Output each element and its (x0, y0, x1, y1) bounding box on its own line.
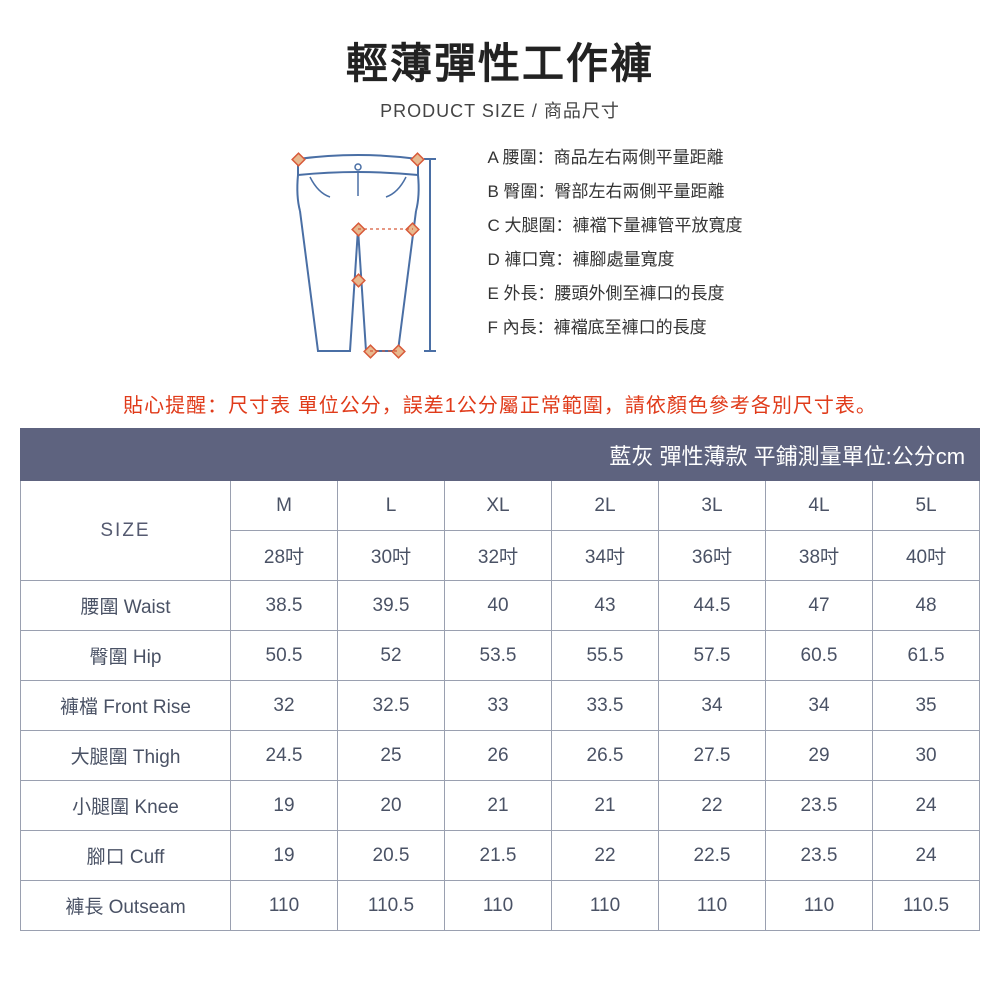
table-row: 褲長 Outseam110110.5110110110110110.5 (21, 881, 980, 931)
value-cell: 52 (338, 631, 445, 681)
legend-item: C 大腿圍：褲襠下量褲管平放寬度 (488, 209, 743, 243)
row-label: 臀圍 Hip (21, 631, 231, 681)
value-cell: 110 (552, 881, 659, 931)
table-banner: 藍灰 彈性薄款 平鋪測量單位:公分cm (21, 429, 980, 481)
row-label: 腰圍 Waist (21, 581, 231, 631)
value-cell: 55.5 (552, 631, 659, 681)
size-cell: 5L (873, 481, 980, 531)
table-row: 腰圍 Waist38.539.5404344.54748 (21, 581, 980, 631)
value-cell: 38.5 (231, 581, 338, 631)
value-cell: 21 (445, 781, 552, 831)
inch-cell: 36吋 (659, 531, 766, 581)
value-cell: 110 (659, 881, 766, 931)
table-row: 臀圍 Hip50.55253.555.557.560.561.5 (21, 631, 980, 681)
inch-cell: 40吋 (873, 531, 980, 581)
page-title: 輕薄彈性工作褲 (20, 30, 980, 91)
value-cell: 60.5 (766, 631, 873, 681)
value-cell: 34 (766, 681, 873, 731)
row-label: 大腿圍 Thigh (21, 731, 231, 781)
row-label: 小腿圍 Knee (21, 781, 231, 831)
row-label: 褲長 Outseam (21, 881, 231, 931)
value-cell: 26 (445, 731, 552, 781)
value-cell: 24 (873, 781, 980, 831)
table-row: 大腿圍 Thigh24.5252626.527.52930 (21, 731, 980, 781)
value-cell: 20.5 (338, 831, 445, 881)
size-cell: 3L (659, 481, 766, 531)
value-cell: 57.5 (659, 631, 766, 681)
value-cell: 35 (873, 681, 980, 731)
inch-cell: 30吋 (338, 531, 445, 581)
value-cell: 110.5 (873, 881, 980, 931)
size-table: 藍灰 彈性薄款 平鋪測量單位:公分cm SIZE M L XL 2L 3L 4L… (20, 428, 980, 931)
value-cell: 19 (231, 781, 338, 831)
value-cell: 25 (338, 731, 445, 781)
page-subtitle: PRODUCT SIZE / 商品尺寸 (20, 97, 980, 123)
value-cell: 30 (873, 731, 980, 781)
size-cell: 2L (552, 481, 659, 531)
value-cell: 110 (766, 881, 873, 931)
value-cell: 32.5 (338, 681, 445, 731)
inch-cell: 32吋 (445, 531, 552, 581)
value-cell: 21.5 (445, 831, 552, 881)
value-cell: 110.5 (338, 881, 445, 931)
value-cell: 24.5 (231, 731, 338, 781)
legend-item: A 腰圍：商品左右兩側平量距離 (488, 141, 743, 175)
value-cell: 22 (552, 831, 659, 881)
table-size-row: SIZE M L XL 2L 3L 4L 5L (21, 481, 980, 531)
inch-cell: 34吋 (552, 531, 659, 581)
value-cell: 27.5 (659, 731, 766, 781)
table-row: 小腿圍 Knee192021212223.524 (21, 781, 980, 831)
size-cell: XL (445, 481, 552, 531)
value-cell: 21 (552, 781, 659, 831)
reminder-text: 貼心提醒：尺寸表 單位公分，誤差1公分屬正常範圍，請依顏色參考各別尺寸表。 (20, 389, 980, 418)
value-cell: 32 (231, 681, 338, 731)
value-cell: 22 (659, 781, 766, 831)
value-cell: 33 (445, 681, 552, 731)
table-row: 褲檔 Front Rise3232.53333.5343435 (21, 681, 980, 731)
value-cell: 43 (552, 581, 659, 631)
value-cell: 22.5 (659, 831, 766, 881)
table-banner-row: 藍灰 彈性薄款 平鋪測量單位:公分cm (21, 429, 980, 481)
legend-item: B 臀圍：臀部左右兩側平量距離 (488, 175, 743, 209)
legend-item: D 褲口寬：褲腳處量寬度 (488, 243, 743, 277)
value-cell: 34 (659, 681, 766, 731)
value-cell: 29 (766, 731, 873, 781)
value-cell: 23.5 (766, 781, 873, 831)
row-label: 腳口 Cuff (21, 831, 231, 881)
value-cell: 26.5 (552, 731, 659, 781)
value-cell: 53.5 (445, 631, 552, 681)
value-cell: 20 (338, 781, 445, 831)
legend-item: F 內長：褲襠底至褲口的長度 (488, 311, 743, 345)
row-label: 褲檔 Front Rise (21, 681, 231, 731)
pants-diagram (258, 141, 458, 371)
value-cell: 33.5 (552, 681, 659, 731)
value-cell: 61.5 (873, 631, 980, 681)
value-cell: 110 (445, 881, 552, 931)
value-cell: 24 (873, 831, 980, 881)
value-cell: 48 (873, 581, 980, 631)
inch-cell: 38吋 (766, 531, 873, 581)
value-cell: 39.5 (338, 581, 445, 631)
info-row: A 腰圍：商品左右兩側平量距離 B 臀圍：臀部左右兩側平量距離 C 大腿圍：褲襠… (20, 141, 980, 371)
size-cell: L (338, 481, 445, 531)
value-cell: 110 (231, 881, 338, 931)
legend-item: E 外長：腰頭外側至褲口的長度 (488, 277, 743, 311)
table-row: 腳口 Cuff1920.521.52222.523.524 (21, 831, 980, 881)
value-cell: 44.5 (659, 581, 766, 631)
inch-cell: 28吋 (231, 531, 338, 581)
size-cell: M (231, 481, 338, 531)
measurement-legend: A 腰圍：商品左右兩側平量距離 B 臀圍：臀部左右兩側平量距離 C 大腿圍：褲襠… (488, 141, 743, 345)
value-cell: 23.5 (766, 831, 873, 881)
value-cell: 50.5 (231, 631, 338, 681)
size-label-cell: SIZE (21, 481, 231, 581)
value-cell: 47 (766, 581, 873, 631)
value-cell: 40 (445, 581, 552, 631)
value-cell: 19 (231, 831, 338, 881)
size-cell: 4L (766, 481, 873, 531)
